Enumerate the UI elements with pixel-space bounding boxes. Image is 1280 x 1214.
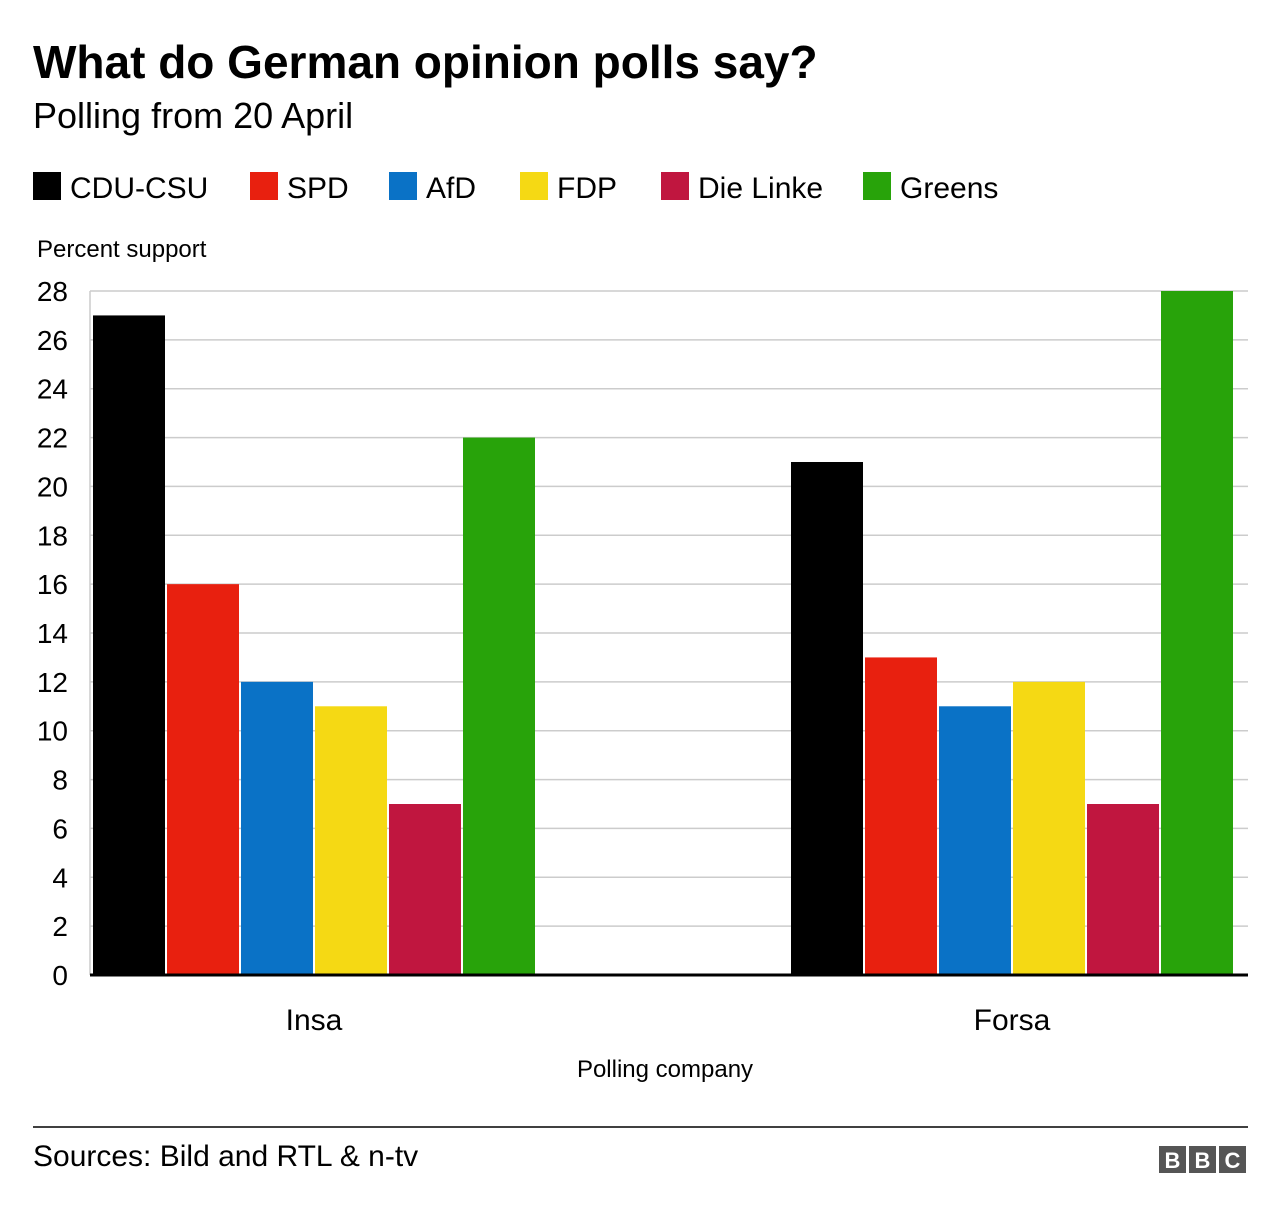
legend-swatch <box>863 172 891 200</box>
bar-forsa-die-linke <box>1087 804 1159 975</box>
legend-label: Die Linke <box>698 172 823 205</box>
x-tick-label: Insa <box>286 1004 343 1037</box>
y-tick-label: 20 <box>37 471 68 502</box>
bar-insa-afd <box>241 681 313 975</box>
y-tick-label: 16 <box>37 569 68 600</box>
logo-block <box>1189 1146 1216 1173</box>
y-tick-label: 18 <box>37 520 68 551</box>
bar-insa-greens <box>463 437 535 976</box>
logo-letter: B <box>1165 1148 1181 1173</box>
legend-swatch <box>33 172 61 200</box>
legend-label: CDU-CSU <box>70 172 208 205</box>
y-axis-label: Percent support <box>37 236 207 263</box>
legend-swatch <box>250 172 278 200</box>
x-axis-label: Polling company <box>577 1056 753 1083</box>
logo-letter: C <box>1225 1148 1241 1173</box>
legend-item: Die Linke <box>661 172 823 205</box>
x-tick-label: Forsa <box>974 1004 1051 1037</box>
legend: CDU-CSU SPD AfD FDP Die Linke Greens <box>33 172 998 205</box>
legend-swatch <box>661 172 689 200</box>
bar-forsa-fdp <box>1013 681 1085 975</box>
y-tick-label: 10 <box>37 716 68 747</box>
logo-block <box>1159 1146 1186 1173</box>
legend-item: AfD <box>389 172 476 205</box>
y-tick-label: 2 <box>52 911 68 942</box>
legend-item: CDU-CSU <box>33 172 208 205</box>
chart-title: What do German opinion polls say? <box>33 36 818 88</box>
legend-swatch <box>520 172 548 200</box>
legend-label: FDP <box>557 172 617 205</box>
legend-item: SPD <box>250 172 349 205</box>
y-tick-label: 14 <box>37 618 68 649</box>
y-tick-label: 24 <box>37 374 68 405</box>
y-tick-label: 28 <box>37 276 68 307</box>
y-tick-label: 0 <box>52 960 68 991</box>
logo-letter: B <box>1195 1148 1211 1173</box>
y-tick-label: 12 <box>37 667 68 698</box>
bar-forsa-spd <box>865 657 937 975</box>
bar-insa-die-linke <box>389 804 461 975</box>
bar-forsa-greens <box>1161 291 1233 975</box>
bars <box>93 291 1233 976</box>
legend-item: FDP <box>520 172 617 205</box>
chart-subtitle: Polling from 20 April <box>33 95 353 136</box>
legend-label: SPD <box>287 172 349 205</box>
y-tick-label: 6 <box>52 813 68 844</box>
bar-insa-cdu-csu <box>93 315 165 975</box>
legend-item: Greens <box>863 172 998 205</box>
bar-insa-fdp <box>315 706 387 975</box>
bar-forsa-afd <box>939 706 1011 975</box>
legend-label: Greens <box>900 172 998 205</box>
y-tick-label: 4 <box>52 862 68 893</box>
bar-forsa-cdu-csu <box>791 462 863 975</box>
source-text: Sources: Bild and RTL & n-tv <box>33 1140 418 1173</box>
y-tick-label: 22 <box>37 423 68 454</box>
y-tick-label: 8 <box>52 765 68 796</box>
x-tick-labels: Insa Forsa <box>286 1004 1051 1037</box>
legend-swatch <box>389 172 417 200</box>
bar-insa-spd <box>167 584 239 975</box>
y-tick-label: 26 <box>37 325 68 356</box>
legend-label: AfD <box>426 172 476 205</box>
logo-block <box>1219 1146 1246 1173</box>
